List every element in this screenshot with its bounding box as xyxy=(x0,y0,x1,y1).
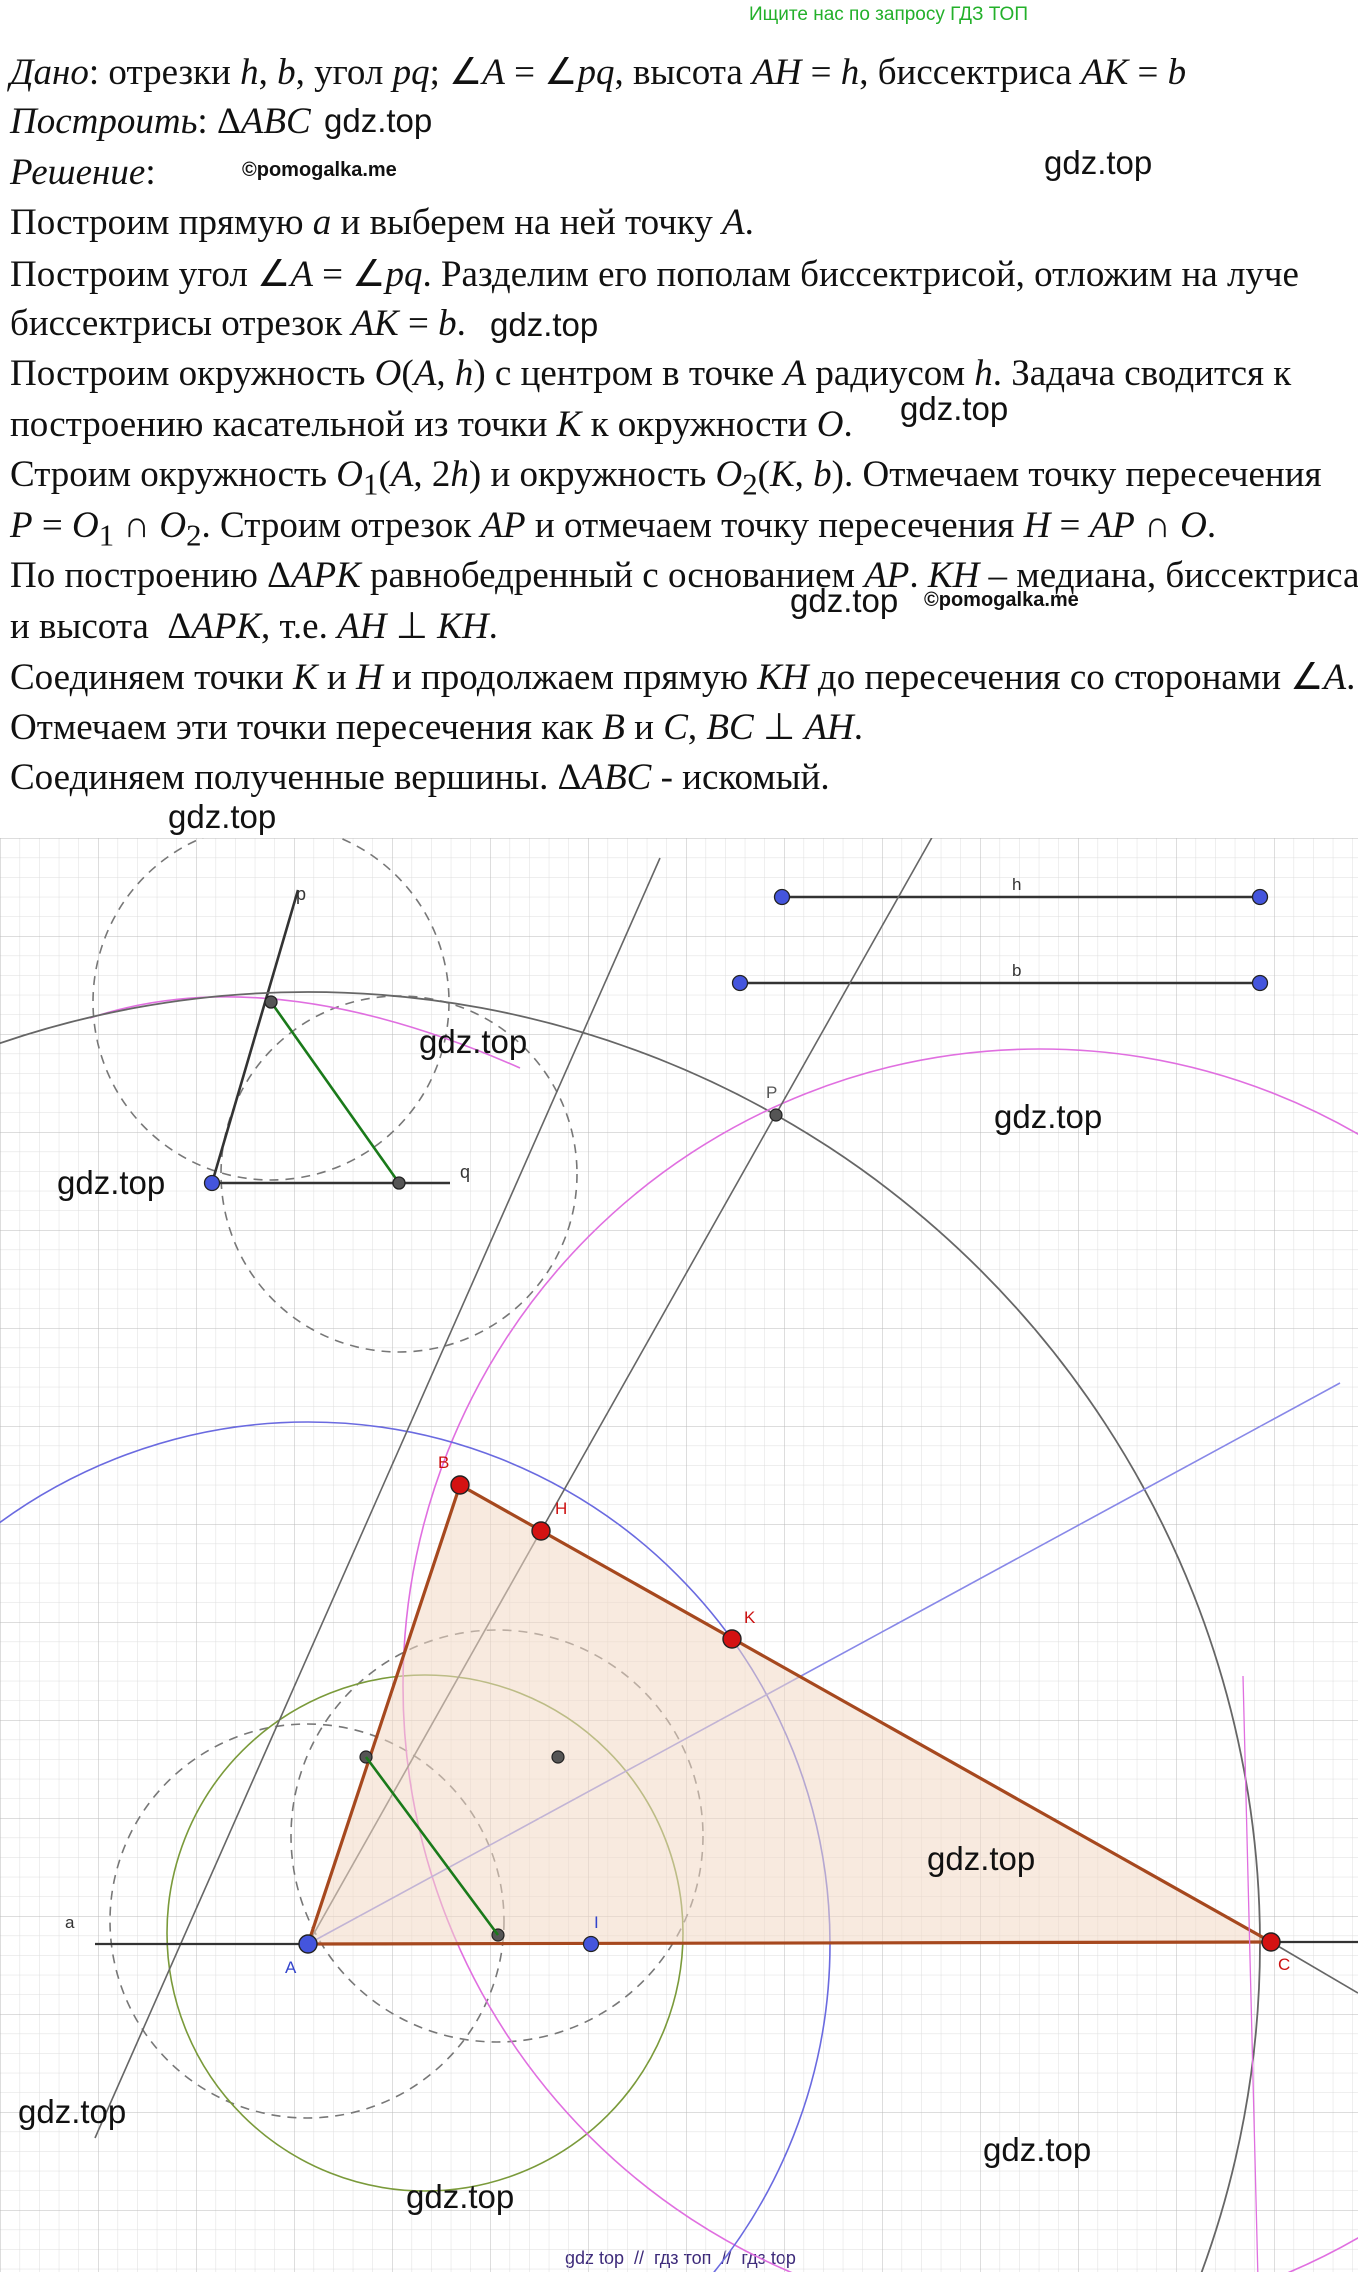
svg-text:gdz.top: gdz.top xyxy=(57,1164,165,1201)
svg-text:b: b xyxy=(1012,961,1021,980)
svg-text:A: A xyxy=(285,1958,297,1977)
svg-text:p: p xyxy=(296,884,306,904)
svg-text:K: K xyxy=(744,1608,756,1627)
svg-text:a: a xyxy=(65,1913,75,1932)
svg-text:C: C xyxy=(1278,1955,1290,1974)
svg-text:gdz.top: gdz.top xyxy=(983,2131,1091,2168)
svg-text:gdz.top: gdz.top xyxy=(927,1840,1035,1877)
svg-text:h: h xyxy=(1012,875,1021,894)
svg-text:B: B xyxy=(438,1453,449,1472)
svg-text:P: P xyxy=(766,1083,777,1102)
svg-text:gdz.top: gdz.top xyxy=(419,1023,527,1060)
svg-text:H: H xyxy=(555,1499,567,1518)
svg-text:I: I xyxy=(594,1913,599,1932)
svg-text:q: q xyxy=(460,1162,470,1182)
svg-text:gdz.top: gdz.top xyxy=(994,1098,1102,1135)
svg-text:gdz.top: gdz.top xyxy=(18,2093,126,2130)
svg-text:gdz.top: gdz.top xyxy=(406,2178,514,2215)
